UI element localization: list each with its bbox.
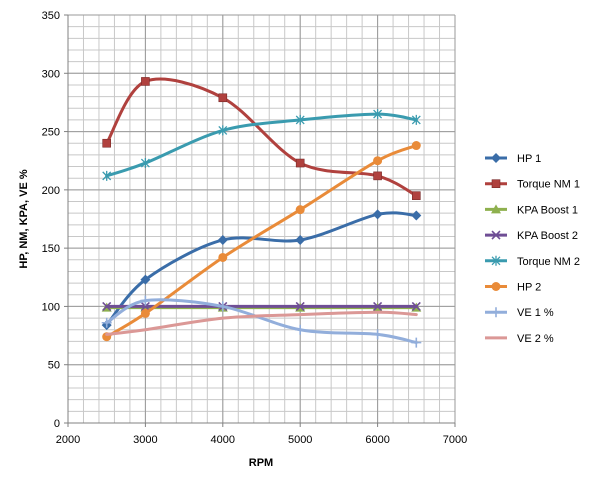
data-point-hp-2 [218,252,228,262]
series-ve-2 [105,310,418,336]
series-hp-2 [102,141,421,342]
legend-marker-torque-nm-2 [491,255,501,266]
series-torque-nm-1 [102,77,421,200]
grid-layer [67,14,456,424]
legend-label-hp-2: HP 2 [517,282,541,294]
data-point-hp-2 [140,308,150,318]
legend-item-kpa-boost-2: KPA Boost 2 [485,230,578,242]
data-point-torque-nm-2 [140,158,150,169]
data-point-hp-1 [372,209,383,220]
series-line-ve-2 [105,310,418,336]
y-tick-label: 50 [48,360,60,372]
plot-area [68,15,455,423]
legend-label-hp-1: HP 1 [517,153,541,165]
legend-label-ve-1: VE 1 % [517,307,554,319]
axis-layer: 0 50 100 150 200 250 300 350 2000 3000 4000 5000 600… [42,10,468,446]
x-tick-label: 5000 [288,434,312,446]
data-point-torque-nm-2 [411,114,421,125]
y-tick-label: 200 [42,185,60,197]
data-point-torque-nm-1 [218,93,228,103]
data-point-torque-nm-1 [295,158,305,168]
legend-item-torque-nm-1: Torque NM 1 [485,179,580,191]
data-point-ve-1 [372,329,383,340]
legend-item-ve-1: VE 1 % [485,307,554,319]
data-point-torque-nm-2 [373,109,383,120]
legend-item-hp-2: HP 2 [485,282,541,294]
x-tick-label: 4000 [211,434,235,446]
series-torque-nm-2 [102,109,421,181]
data-point-hp-2 [411,141,421,151]
legend-label-kpa-boost-2: KPA Boost 2 [517,230,578,242]
x-tick-label: 3000 [133,434,157,446]
legend-marker-kpa-boost-1 [491,204,501,214]
legend-item-kpa-boost-1: KPA Boost 1 [485,204,578,216]
data-point-hp-1 [217,234,228,245]
legend-label-torque-nm-2: Torque NM 2 [517,256,580,268]
legend-marker-torque-nm-1 [491,179,501,188]
legend-label-torque-nm-1: Torque NM 1 [517,179,580,191]
y-tick-label: 100 [42,301,60,313]
data-point-ve-1 [217,301,228,312]
y-tick-label: 0 [54,418,60,430]
series-ve-1 [101,295,422,348]
y-tick-label: 300 [42,68,60,80]
data-point-hp-2 [295,205,305,215]
legend-item-torque-nm-2: Torque NM 2 [485,256,580,268]
legend: HP 1 Torque NM 1 KPA Boost 1 KPA Boost 2 Tor… [485,153,580,345]
data-point-torque-nm-1 [141,77,150,86]
legend-marker-hp-1 [491,153,501,163]
data-point-torque-nm-1 [373,171,382,181]
data-point-kpa-boost-2 [102,301,112,311]
data-point-kpa-boost-2 [411,301,421,311]
data-point-torque-nm-1 [411,191,421,200]
x-axis-title: RPM [249,457,273,469]
x-tick-label: 2000 [56,434,80,446]
legend-label-ve-2: VE 2 % [517,333,554,345]
data-point-hp-1 [140,274,151,285]
x-tick-label: 7000 [443,434,467,446]
y-tick-label: 250 [42,127,60,139]
data-point-hp-1 [411,210,422,221]
y-tick-label: 350 [42,10,60,22]
x-tick-label: 6000 [365,434,389,446]
data-point-hp-1 [295,234,306,245]
data-point-kpa-boost-2 [140,301,150,311]
legend-item-ve-2: VE 2 % [485,333,554,345]
legend-marker-ve-1 [491,307,501,318]
data-point-ve-1 [140,295,151,306]
data-point-torque-nm-1 [102,138,111,148]
legend-label-kpa-boost-1: KPA Boost 1 [517,204,578,216]
data-point-hp-2 [373,156,383,166]
data-point-torque-nm-2 [102,170,112,181]
legend-marker-kpa-boost-2 [491,230,501,240]
data-point-ve-1 [101,317,112,328]
data-point-kpa-boost-2 [295,301,305,311]
data-point-kpa-boost-2 [373,301,383,311]
data-point-ve-1 [295,324,306,335]
data-point-torque-nm-2 [295,114,305,125]
data-point-ve-1 [411,337,422,348]
legend-item-hp-1: HP 1 [485,153,541,165]
y-tick-label: 150 [42,243,60,255]
legend-marker-hp-2 [491,282,501,291]
y-axis-title: HP, NM, KPA, VE % [18,169,30,268]
series-layer [101,77,422,348]
data-point-torque-nm-2 [218,125,228,136]
